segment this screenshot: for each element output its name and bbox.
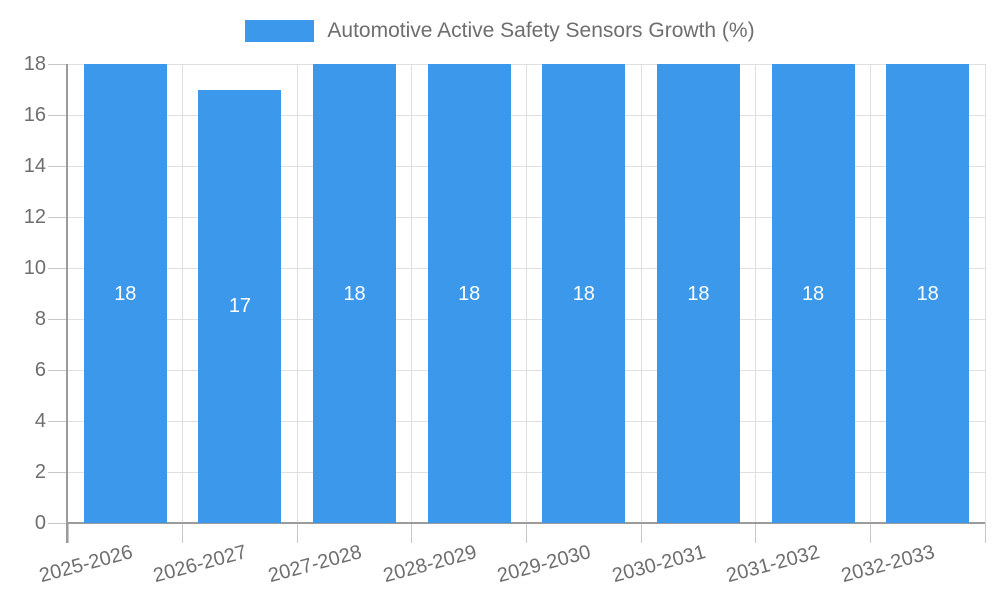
x-tick-mark xyxy=(869,523,871,543)
bar[interactable] xyxy=(313,64,397,523)
x-tick-mark xyxy=(411,523,413,543)
x-tick-label: 2027-2028 xyxy=(265,541,364,588)
gridline-vertical xyxy=(640,64,642,523)
y-tick-mark xyxy=(48,165,68,167)
x-tick-label: 2032-2033 xyxy=(839,541,938,588)
bar[interactable] xyxy=(542,64,626,523)
x-tick-mark xyxy=(526,523,527,543)
y-tick-label: 4 xyxy=(34,410,46,432)
bar[interactable] xyxy=(771,64,855,523)
bar[interactable] xyxy=(427,64,511,523)
x-tick-mark xyxy=(67,523,69,543)
y-tick-label: 2 xyxy=(34,461,46,483)
gridline-vertical xyxy=(526,64,527,523)
y-tick-label: 14 xyxy=(23,155,46,177)
legend-swatch xyxy=(245,20,315,42)
x-axis-line xyxy=(68,522,985,524)
y-tick-label: 10 xyxy=(23,257,46,279)
y-tick-mark xyxy=(48,267,68,269)
x-tick-label: 2030-2031 xyxy=(609,541,708,588)
gridline-vertical xyxy=(869,64,871,523)
y-axis-line xyxy=(66,64,68,543)
y-tick-label: 18 xyxy=(23,53,46,75)
y-tick-label: 6 xyxy=(34,359,46,381)
gridline-vertical xyxy=(411,64,413,523)
bar-value-label: 18 xyxy=(916,282,939,305)
x-tick-mark xyxy=(984,523,986,543)
x-tick-mark xyxy=(640,523,642,543)
y-tick-mark xyxy=(48,318,68,320)
bar[interactable] xyxy=(656,64,740,523)
bar-value-label: 18 xyxy=(458,282,481,305)
bar-value-label: 18 xyxy=(343,282,366,305)
x-tick-mark xyxy=(296,523,298,543)
y-tick-label: 16 xyxy=(23,104,46,126)
bar-value-label: 18 xyxy=(114,282,137,305)
y-tick-mark xyxy=(48,471,68,473)
bar-value-label: 18 xyxy=(572,282,595,305)
gridline-vertical xyxy=(182,64,184,523)
x-tick-mark xyxy=(182,523,184,543)
gridline-vertical xyxy=(296,64,298,523)
x-tick-label: 2029-2030 xyxy=(495,541,594,588)
x-tick-mark xyxy=(755,523,757,543)
y-tick-label: 8 xyxy=(34,308,46,330)
bar[interactable] xyxy=(83,64,167,523)
y-tick-label: 0 xyxy=(34,512,46,534)
x-tick-label: 2028-2029 xyxy=(380,541,479,588)
bar-value-label: 17 xyxy=(228,295,252,318)
y-tick-mark xyxy=(48,522,68,524)
y-tick-label: 12 xyxy=(23,206,46,228)
bar-value-label: 18 xyxy=(687,282,710,305)
bar[interactable] xyxy=(198,89,282,523)
x-tick-label: 2026-2027 xyxy=(151,541,250,588)
chart-legend[interactable]: Automotive Active Safety Sensors Growth … xyxy=(0,18,1000,44)
y-tick-mark xyxy=(48,216,68,218)
y-tick-mark xyxy=(48,63,68,65)
bar[interactable] xyxy=(886,64,970,523)
gridline-vertical xyxy=(984,64,986,523)
gridline-vertical xyxy=(755,64,757,523)
y-tick-mark xyxy=(48,114,68,116)
x-tick-label: 2031-2032 xyxy=(724,541,823,588)
bar-value-label: 18 xyxy=(801,282,825,305)
legend-label: Automotive Active Safety Sensors Growth … xyxy=(327,19,755,42)
y-tick-mark xyxy=(48,369,68,371)
y-tick-mark xyxy=(48,420,68,422)
x-tick-label: 2025-2026 xyxy=(36,541,135,588)
